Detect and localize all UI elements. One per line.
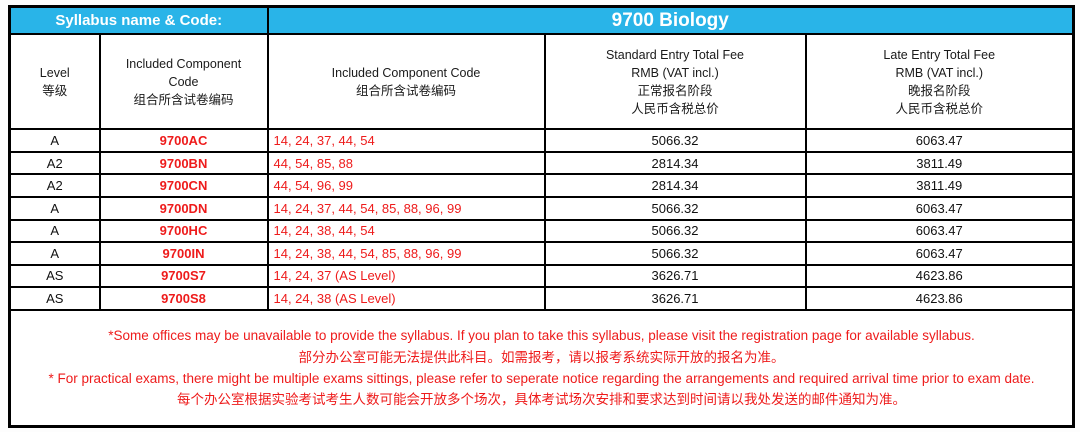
syllabus-code-cell: 9700CN [98, 173, 269, 198]
late-fee-cell: 6063.47 [804, 196, 1075, 221]
standard-fee-cell: 3626.71 [543, 286, 807, 311]
table-row: AS 9700S8 14, 24, 38 (AS Level) 3626.71 … [8, 286, 1075, 311]
syllabus-code-cell: 9700DN [98, 196, 269, 221]
components-cell: 14, 24, 37, 44, 54, 85, 88, 96, 99 [266, 196, 546, 221]
table-row: A 9700HC 14, 24, 38, 44, 54 5066.32 6063… [8, 218, 1075, 244]
syllabus-code-cell: 9700S7 [98, 263, 269, 289]
syllabus-code-cell: 9700IN [98, 241, 269, 266]
level-cell: A2 [8, 150, 101, 176]
standard-fee-cell: 5066.32 [543, 128, 807, 153]
level-cell: AS [8, 263, 101, 289]
title-bar: Syllabus name & Code: 9700 Biology [8, 5, 1075, 36]
syllabus-code-cell: 9700BN [98, 150, 269, 176]
syllabus-code-cell: 9700HC [98, 218, 269, 244]
table-row: A 9700DN 14, 24, 37, 44, 54, 85, 88, 96,… [8, 196, 1075, 221]
components-cell: 44, 54, 96, 99 [266, 173, 546, 198]
late-fee-cell: 6063.47 [804, 218, 1075, 244]
header-standard-entry-fee: Standard Entry Total Fee RMB (VAT incl.)… [543, 33, 807, 131]
level-cell: AS [8, 286, 101, 311]
footnotes-row: *Some offices may be unavailable to prov… [8, 308, 1075, 428]
late-fee-cell: 3811.49 [804, 150, 1075, 176]
table-row: AS 9700S7 14, 24, 37 (AS Level) 3626.71 … [8, 263, 1075, 289]
footnote-availability-zh: 部分办公室可能无法提供此科目。如需报考，请以报考系统实际开放的报名为准。 [298, 349, 785, 365]
table-header-row: Level 等级 Included Component Code 组合所含试卷编… [8, 33, 1075, 131]
components-cell: 14, 24, 38, 44, 54 [266, 218, 546, 244]
level-cell: A [8, 218, 101, 244]
components-cell: 14, 24, 38, 44, 54, 85, 88, 96, 99 [266, 241, 546, 266]
level-cell: A [8, 196, 101, 221]
syllabus-code-cell: 9700S8 [98, 286, 269, 311]
late-fee-cell: 6063.47 [804, 128, 1075, 153]
late-fee-cell: 6063.47 [804, 241, 1075, 266]
footnote-availability-en: *Some offices may be unavailable to prov… [108, 328, 975, 344]
syllabus-title: 9700 Biology [266, 5, 1075, 36]
components-cell: 14, 24, 38 (AS Level) [266, 286, 546, 311]
components-cell: 14, 24, 37, 44, 54 [266, 128, 546, 153]
syllabus-name-code-label: Syllabus name & Code: [8, 5, 269, 36]
standard-fee-cell: 3626.71 [543, 263, 807, 289]
late-fee-cell: 4623.86 [804, 286, 1075, 311]
standard-fee-cell: 5066.32 [543, 241, 807, 266]
standard-fee-cell: 2814.34 [543, 173, 807, 198]
level-cell: A [8, 128, 101, 153]
table-row: A 9700AC 14, 24, 37, 44, 54 5066.32 6063… [8, 128, 1075, 153]
table-row: A 9700IN 14, 24, 38, 44, 54, 85, 88, 96,… [8, 241, 1075, 266]
components-cell: 44, 54, 85, 88 [266, 150, 546, 176]
standard-fee-cell: 2814.34 [543, 150, 807, 176]
header-included-component-code: Included Component Code 组合所含试卷编码 [98, 33, 269, 131]
header-late-entry-fee: Late Entry Total Fee RMB (VAT incl.) 晚报名… [804, 33, 1075, 131]
syllabus-fee-table: Syllabus name & Code: 9700 Biology Level… [8, 5, 1075, 428]
table-row: A2 9700BN 44, 54, 85, 88 2814.34 3811.49 [8, 150, 1075, 176]
footnote-practical-zh: 每个办公室根据实验考试考生人数可能会开放多个场次，具体考试场次安排和要求达到时间… [177, 392, 906, 408]
syllabus-code-cell: 9700AC [98, 128, 269, 153]
header-level: Level 等级 [8, 33, 101, 131]
late-fee-cell: 4623.86 [804, 263, 1075, 289]
standard-fee-cell: 5066.32 [543, 218, 807, 244]
level-cell: A2 [8, 173, 101, 198]
standard-fee-cell: 5066.32 [543, 196, 807, 221]
table-row: A2 9700CN 44, 54, 96, 99 2814.34 3811.49 [8, 173, 1075, 198]
components-cell: 14, 24, 37 (AS Level) [266, 263, 546, 289]
late-fee-cell: 3811.49 [804, 173, 1075, 198]
footnotes-cell: *Some offices may be unavailable to prov… [8, 308, 1075, 428]
footnote-practical-en: * For practical exams, there might be mu… [48, 370, 1035, 386]
level-cell: A [8, 241, 101, 266]
header-included-component-code-2: Included Component Code 组合所含试卷编码 [266, 33, 546, 131]
